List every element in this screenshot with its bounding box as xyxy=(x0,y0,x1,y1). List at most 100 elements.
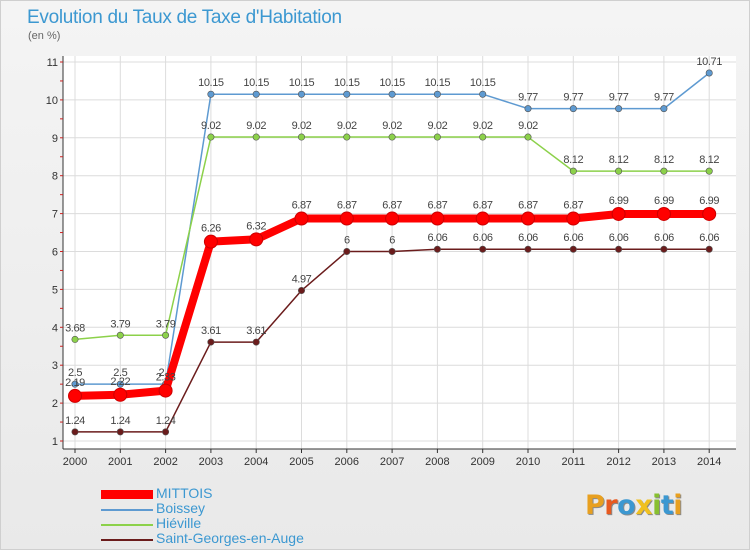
data-point-hieville xyxy=(343,133,351,141)
data-point-saint-georges xyxy=(388,248,396,256)
data-label-mittois: 6.26 xyxy=(201,223,221,235)
logo-letter: i xyxy=(673,490,683,521)
y-tick-label: 9 xyxy=(52,133,58,145)
x-tick-label: 2005 xyxy=(289,456,313,468)
data-point-hieville xyxy=(116,331,124,339)
data-point-boissey xyxy=(252,90,260,98)
data-label-saint-georges: 3.61 xyxy=(246,325,266,337)
data-label-boissey: 9.77 xyxy=(609,92,629,104)
data-point-hieville xyxy=(524,133,532,141)
legend-swatch-boissey xyxy=(101,509,153,511)
data-label-boissey: 10.15 xyxy=(289,77,315,89)
data-label-saint-georges: 6.06 xyxy=(473,232,493,244)
logo-letter: P xyxy=(585,490,605,521)
data-label-mittois: 2.22 xyxy=(110,376,130,388)
x-tick-label: 2013 xyxy=(652,456,676,468)
data-label-hieville: 3.68 xyxy=(65,322,85,334)
logo-letter: t xyxy=(660,490,674,521)
data-label-mittois: 6.87 xyxy=(292,200,312,212)
data-point-hieville xyxy=(660,167,668,175)
data-point-mittois xyxy=(521,211,535,226)
x-tick-label: 2009 xyxy=(470,456,494,468)
data-point-mittois xyxy=(113,387,128,402)
y-tick-label: 1 xyxy=(52,436,58,448)
y-tick-label: 5 xyxy=(52,284,58,296)
data-label-hieville: 8.12 xyxy=(654,154,674,166)
data-label-hieville: 3.79 xyxy=(156,318,176,330)
data-label-hieville: 9.02 xyxy=(473,120,493,132)
data-label-mittois: 6.87 xyxy=(563,200,583,212)
data-label-saint-georges: 1.24 xyxy=(156,415,176,427)
chart-subtitle: (en %) xyxy=(28,30,61,42)
data-label-saint-georges: 6.06 xyxy=(609,232,629,244)
data-label-mittois: 6.87 xyxy=(427,200,447,212)
y-tick-label: 11 xyxy=(47,57,58,69)
x-tick-label: 2010 xyxy=(516,456,540,468)
y-tick-label: 7 xyxy=(52,209,58,221)
data-point-hieville xyxy=(297,133,305,141)
data-point-saint-georges xyxy=(433,245,441,253)
data-label-hieville: 9.02 xyxy=(382,120,402,132)
data-point-mittois xyxy=(475,211,490,226)
legend-swatch-hieville xyxy=(101,524,153,526)
data-label-hieville: 9.02 xyxy=(292,120,312,132)
data-point-hieville xyxy=(479,133,487,141)
data-point-saint-georges xyxy=(207,338,215,346)
data-point-saint-georges xyxy=(479,245,487,253)
data-label-boissey: 2.5 xyxy=(68,367,82,379)
logo-letter: o xyxy=(617,490,636,521)
y-tick-label: 2 xyxy=(52,398,58,410)
x-tick-label: 2007 xyxy=(380,456,404,468)
data-label-saint-georges: 6.06 xyxy=(563,232,583,244)
data-point-saint-georges xyxy=(524,245,532,253)
data-label-boissey: 10.15 xyxy=(470,77,496,89)
data-point-boissey xyxy=(705,69,713,77)
x-tick-label: 2002 xyxy=(153,456,177,468)
data-point-saint-georges xyxy=(116,428,124,436)
data-label-saint-georges: 6 xyxy=(389,235,395,247)
data-point-hieville xyxy=(615,167,623,175)
data-label-mittois: 6.99 xyxy=(699,195,719,207)
x-tick-label: 2006 xyxy=(335,456,359,468)
data-label-saint-georges: 6.06 xyxy=(654,232,674,244)
x-tick-label: 2003 xyxy=(199,456,223,468)
data-point-mittois xyxy=(158,383,173,398)
data-label-saint-georges: 6 xyxy=(344,235,350,247)
data-point-boissey xyxy=(479,90,487,98)
data-point-saint-georges xyxy=(569,245,577,253)
x-tick-label: 2004 xyxy=(244,456,268,468)
legend-swatch-saint-georges xyxy=(101,539,153,541)
data-label-saint-georges: 6.06 xyxy=(699,232,719,244)
data-label-boissey: 9.77 xyxy=(563,92,583,104)
x-tick-label: 2008 xyxy=(425,456,449,468)
legend-label-saint-georges: Saint-Georges-en-Auge xyxy=(156,530,304,546)
data-label-mittois: 6.99 xyxy=(654,195,674,207)
data-point-saint-georges xyxy=(71,428,79,436)
data-point-boissey xyxy=(388,90,396,98)
data-point-saint-georges xyxy=(252,338,260,346)
x-tick-label: 2001 xyxy=(108,456,132,468)
data-point-mittois xyxy=(656,206,671,221)
data-label-boissey: 10.15 xyxy=(425,77,451,89)
data-label-hieville: 8.12 xyxy=(699,154,719,166)
data-label-mittois: 6.87 xyxy=(337,200,357,212)
logo-letter: i xyxy=(652,490,661,521)
data-label-boissey: 9.77 xyxy=(518,92,538,104)
data-point-hieville xyxy=(207,133,215,141)
data-label-mittois: 6.99 xyxy=(609,195,629,207)
data-label-mittois: 6.87 xyxy=(382,200,402,212)
data-point-saint-georges xyxy=(297,287,305,295)
data-point-saint-georges xyxy=(162,428,170,436)
plot-background xyxy=(63,56,736,449)
data-point-boissey xyxy=(569,105,577,113)
data-label-boissey: 10.15 xyxy=(198,77,224,89)
proxiti-logo: Proxiti xyxy=(585,490,683,521)
data-label-hieville: 9.02 xyxy=(246,120,266,132)
data-point-mittois xyxy=(385,211,400,226)
data-point-mittois xyxy=(249,232,264,247)
data-point-boissey xyxy=(660,105,668,113)
data-label-hieville: 9.02 xyxy=(337,120,357,132)
data-point-saint-georges xyxy=(343,248,351,256)
logo-letter: r xyxy=(604,490,618,521)
